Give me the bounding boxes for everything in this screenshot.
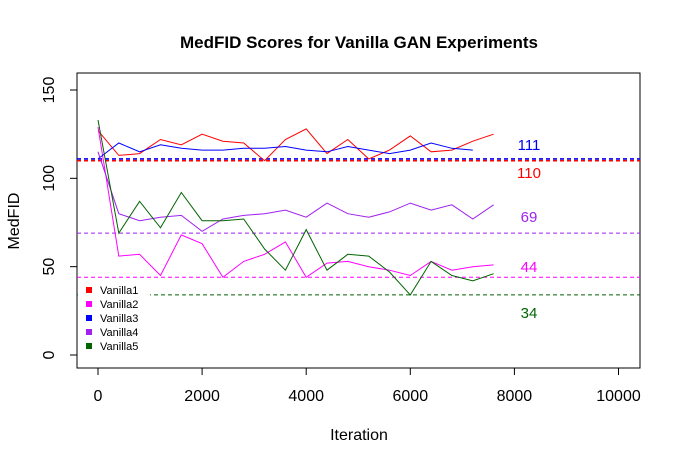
- x-tick-label: 8000: [497, 388, 533, 405]
- y-axis-label: MedFID: [6, 193, 23, 250]
- legend-label: Vanilla1: [100, 285, 138, 297]
- legend-swatch: [86, 301, 92, 307]
- y-tick-label: 100: [41, 165, 58, 192]
- series-line: [97, 151, 494, 232]
- chart-title: MedFID Scores for Vanilla GAN Experiment…: [180, 33, 538, 52]
- legend-swatch: [86, 287, 92, 293]
- plot-frame: [76, 72, 641, 369]
- reference-label: 111: [518, 137, 541, 154]
- y-tick-label: 0: [41, 350, 58, 359]
- legend-swatch: [86, 343, 92, 349]
- reference-lines: [77, 158, 640, 296]
- series-line: [97, 128, 494, 162]
- legend-label: Vanilla3: [100, 313, 138, 325]
- series-lines: [97, 119, 494, 296]
- legend-label: Vanilla2: [100, 299, 138, 311]
- reference-label: 34: [521, 305, 538, 322]
- x-tick-label: 4000: [288, 388, 324, 405]
- x-tick-label: 0: [94, 388, 103, 405]
- axes: 0 2000 4000 6000 8000 10000 0 50 100 150: [41, 77, 641, 405]
- legend-label: Vanilla4: [100, 327, 138, 339]
- reference-label: 69: [521, 209, 538, 226]
- x-tick-label: 6000: [393, 388, 429, 405]
- reference-labels: 111 110 69 44 34: [517, 137, 541, 322]
- series-line: [97, 119, 494, 296]
- legend: Vanilla1 Vanilla2 Vanilla3 Vanilla4 Vanilla5: [78, 282, 150, 358]
- legend-swatch: [86, 329, 92, 335]
- x-axis-label: Iteration: [330, 427, 388, 444]
- reference-label: 110: [517, 165, 541, 182]
- series-line: [97, 127, 494, 279]
- reference-label: 44: [521, 259, 538, 276]
- x-tick-label: 2000: [184, 388, 220, 405]
- legend-swatch: [86, 315, 92, 321]
- y-tick-label: 150: [41, 77, 58, 104]
- y-tick-label: 50: [41, 258, 58, 276]
- legend-label: Vanilla5: [100, 341, 138, 353]
- series-line: [97, 142, 473, 160]
- x-tick-label: 10000: [596, 388, 641, 405]
